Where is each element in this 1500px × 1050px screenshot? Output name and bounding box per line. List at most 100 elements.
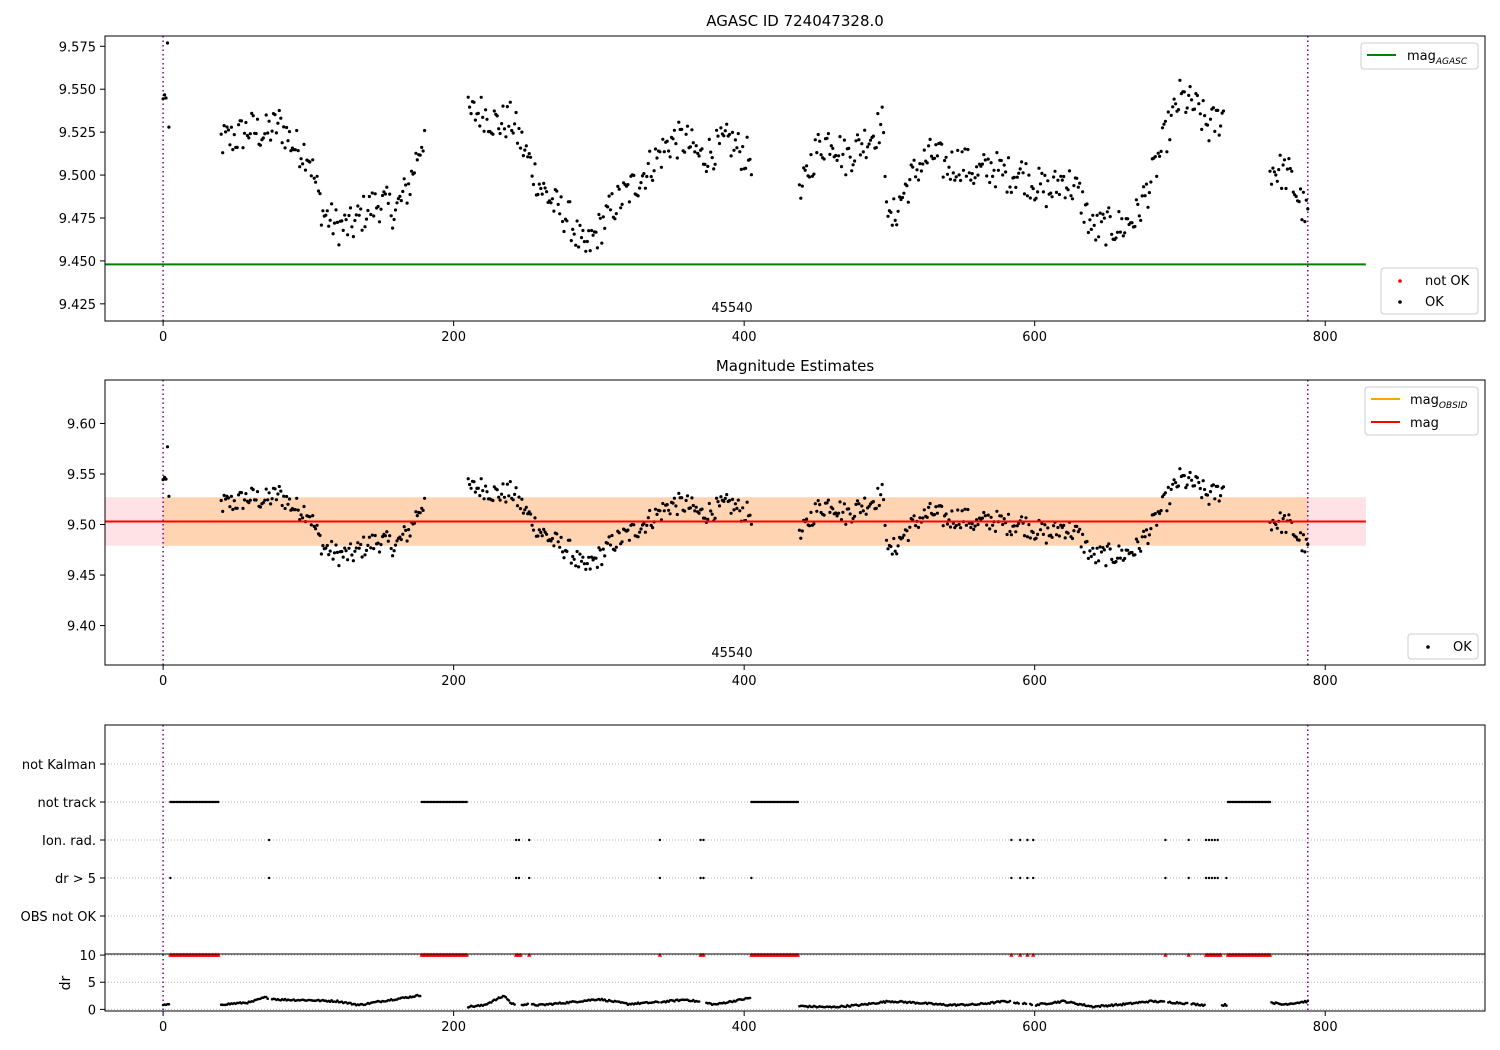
ok-data-point [728,132,732,136]
ok-data-point [330,539,334,544]
ok-data-point [497,127,501,131]
ok-data-point [587,555,591,559]
dr-gt-5-flag-point [1207,876,1211,880]
ok-data-point [963,147,967,151]
ok-data-point [302,504,306,509]
ok-data-point [1049,191,1053,195]
ok-data-point [636,535,640,539]
ok-data-point [837,511,841,515]
ok-data-point [1022,192,1027,196]
dr-gt-5-flag-point [750,876,753,880]
ok-data-point [709,150,713,154]
ok-data-point [1102,548,1106,552]
dr-data-point [266,997,270,1000]
ok-data-point [1070,536,1075,541]
ok-data-point [648,508,652,513]
ok-data-point [639,527,643,531]
ok-data-point [1099,550,1104,554]
ok-data-point [1182,474,1186,478]
ok-data-point [270,497,274,501]
ok-data-point [882,131,886,135]
ok-data-point [231,507,235,512]
ok-data-point [861,509,865,513]
ok-data-point [536,534,540,538]
ok-data-point [655,512,659,517]
dr-data-point [526,1002,529,1006]
ok-data-point [674,142,678,146]
ok-data-point [725,493,729,497]
ok-data-point [533,162,537,166]
ok-data-point [1076,530,1080,534]
ok-data-point [372,214,376,218]
ok-data-point [473,118,477,122]
ok-data-point [986,157,990,161]
ok-data-point [841,510,845,514]
ok-data-point [1038,528,1043,532]
ok-data-point [267,119,271,123]
ok-data-point [805,164,809,168]
ok-data-point [495,488,499,492]
ok-data-point [932,513,937,517]
ok-data-point [1036,190,1040,194]
ok-data-point [392,217,396,222]
ok-data-point [1203,114,1207,118]
ok-data-point [524,505,528,509]
ok-data-point [813,138,817,142]
ok-data-point [713,516,717,520]
legend-box [1380,267,1479,315]
ok-data-point [498,131,502,136]
x-tick-label: 600 [1022,330,1047,345]
x-tick-label: 200 [441,330,466,345]
ok-data-point [1107,206,1111,210]
ok-data-point [1147,191,1151,195]
ok-data-point [941,175,945,179]
ok-data-point [837,154,841,158]
ok-data-point [918,516,922,520]
ok-data-point [662,150,666,154]
ok-data-point [536,192,540,197]
ok-data-point [412,521,416,525]
ok-data-point [954,175,958,179]
ok-data-point [1121,234,1125,238]
ok-data-point [1054,533,1059,537]
ok-data-point [346,558,350,562]
ok-data-point [362,535,366,539]
ok-data-point [543,186,547,190]
ok-data-point [485,490,489,494]
ok-data-point [1005,532,1009,537]
ok-data-point [957,522,961,527]
ok-data-point [241,146,245,150]
ok-data-point [858,510,863,515]
ok-data-point [1155,523,1159,527]
ok-data-point [864,156,868,160]
ok-data-point [828,152,832,156]
ok-data-point [308,160,312,164]
ok-data-point [838,500,842,504]
ok-data-point [332,221,337,225]
ok-data-point [1056,525,1060,530]
ok-data-point [1192,107,1197,111]
dr-data-point [1203,1003,1206,1007]
ok-data-point [693,150,697,154]
ok-data-point [514,486,518,490]
ok-data-point [697,511,701,515]
ok-data-point [335,550,339,555]
ok-data-point [473,490,477,494]
ok-data-point [1297,538,1301,542]
ok-data-point [800,184,804,188]
ok-data-point [224,130,228,134]
ok-data-point [908,178,912,182]
ok-data-point [282,125,286,129]
ok-data-point [1005,190,1009,194]
ok-data-point [515,504,520,508]
ok-data-point [521,154,526,158]
ok-data-point [315,523,319,527]
ok-data-point [280,141,284,145]
ok-data-point [868,138,873,142]
ok-data-point [741,506,745,510]
ok-data-point [1268,169,1272,173]
ok-data-point [610,533,614,538]
ok-data-point [683,509,687,513]
ok-data-point [530,523,534,527]
